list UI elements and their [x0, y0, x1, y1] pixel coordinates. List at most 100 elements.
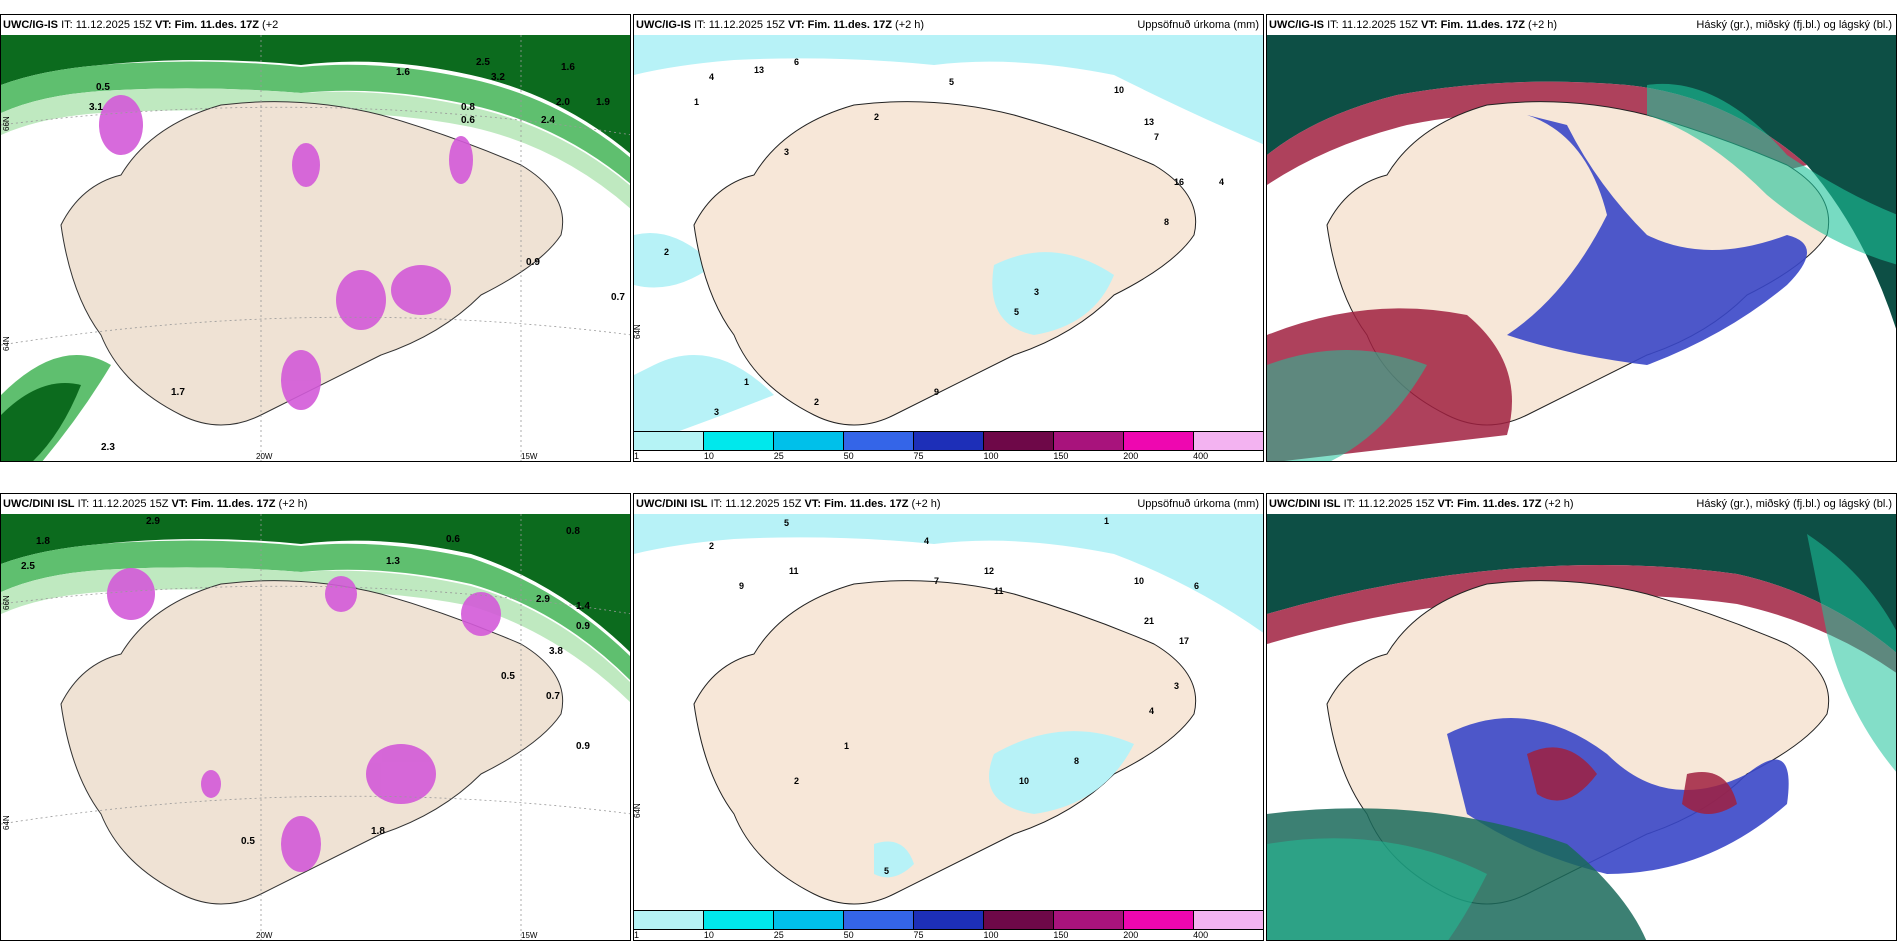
wind-panel-top: UWC/IG-IS IT: 11.12.2025 15Z VT: Fim. 11…	[0, 14, 631, 462]
value-label: 2	[794, 776, 799, 786]
legend-color-bar	[634, 910, 1263, 930]
lead-time: (+2 h)	[278, 498, 308, 510]
precip-panel-bottom: UWC/DINI ISL IT: 11.12.2025 15Z VT: Fim.…	[633, 493, 1264, 941]
legend-swatch	[1194, 911, 1263, 929]
panel-title: UWC/DINI ISL IT: 11.12.2025 15Z VT: Fim.…	[634, 494, 1263, 514]
legend-swatch	[844, 911, 914, 929]
value-label: 3.2	[491, 72, 505, 83]
value-label: 3	[784, 147, 789, 157]
legend-tick-label: 200	[1123, 451, 1139, 461]
value-label: 1.8	[371, 826, 385, 837]
value-label: 0.5	[501, 671, 515, 682]
init-time: IT: 11.12.2025 15Z	[77, 498, 169, 510]
value-label: 12	[984, 566, 994, 576]
value-label: 1.4	[576, 601, 590, 612]
latitude-label: 64N	[634, 803, 642, 818]
legend-swatch	[844, 432, 914, 450]
value-label: 3	[1174, 681, 1179, 691]
legend-tick-label: 50	[843, 930, 854, 940]
value-label: 8	[1164, 217, 1169, 227]
legend-swatch	[1124, 432, 1194, 450]
panel-title: UWC/DINI ISL IT: 11.12.2025 15Z VT: Fim.…	[1, 494, 630, 514]
legend-swatch	[1194, 432, 1263, 450]
legend-swatch	[1124, 911, 1194, 929]
lead-time: (+2 h)	[911, 498, 941, 510]
value-label: 0.7	[611, 292, 625, 303]
longitude-label: 20W	[256, 931, 273, 940]
value-label: 0.9	[526, 257, 540, 268]
value-label: 7	[1154, 132, 1159, 142]
legend-swatch	[634, 432, 704, 450]
legend-swatch	[984, 432, 1054, 450]
valid-time: VT: Fim. 11.des. 17Z	[1421, 19, 1525, 31]
value-label: 1	[844, 741, 849, 751]
value-label: 5	[1014, 307, 1019, 317]
value-label: 5	[949, 77, 954, 87]
value-label: 3.8	[549, 646, 563, 657]
value-label: 1.9	[596, 97, 610, 108]
value-label: 1.6	[396, 67, 410, 78]
precip-legend: 1 10 25 50 75 100 150 200 400	[634, 910, 1263, 940]
panel-variable-title: Uppsöfnuð úrkoma (mm)	[1137, 19, 1259, 31]
panel-title: UWC/IG-IS IT: 11.12.2025 15Z VT: Fim. 11…	[634, 15, 1263, 35]
cloud-map	[1267, 514, 1896, 940]
legend-tick-label: 150	[1053, 930, 1069, 940]
panel-variable-title: Háský (gr.), miðský (fj.bl.) og lágský (…	[1696, 19, 1892, 31]
value-label: 13	[754, 65, 764, 75]
value-label: 0.5	[241, 836, 255, 847]
cloud-map	[1267, 35, 1896, 461]
value-label: 1	[1104, 516, 1109, 526]
value-label: 0.8	[461, 102, 475, 113]
panel-variable-title: Uppsöfnuð úrkoma (mm)	[1137, 498, 1259, 510]
precip-map: 1 4 13 6 3 2 5 10 13 7 16 8 9 3 4 2 1 5 …	[634, 35, 1263, 433]
value-label: 17	[1179, 636, 1189, 646]
latitude-label: 66N	[2, 595, 11, 610]
legend-swatch	[914, 432, 984, 450]
value-label: 3	[714, 407, 719, 417]
value-label: 3.1	[89, 102, 103, 113]
value-label: 2	[874, 112, 879, 122]
value-label: 1.6	[561, 62, 575, 73]
wind-map: 1.8 2.5 2.9 0.6 0.8 1.4 2.9 0.9 0.5 0.7 …	[1, 514, 630, 940]
value-label: 4	[709, 72, 714, 82]
legend-tick-label: 75	[913, 930, 924, 940]
legend-tick-label: 1	[634, 451, 640, 461]
lead-time: (+2	[262, 19, 279, 31]
init-time: IT: 11.12.2025 15Z	[61, 19, 152, 31]
legend-swatch	[704, 432, 774, 450]
value-label: 2.9	[146, 516, 160, 527]
value-label: 2	[814, 397, 819, 407]
legend-swatch	[1054, 432, 1124, 450]
value-label: 4	[1219, 177, 1224, 187]
legend-swatch	[704, 911, 774, 929]
model-name: UWC/IG-IS	[636, 19, 691, 31]
legend-swatch	[774, 432, 844, 450]
model-name: UWC/DINI ISL	[3, 498, 75, 510]
longitude-label: 20W	[256, 452, 273, 461]
panel-variable-title: Háský (gr.), miðský (fj.bl.) og lágský (…	[1696, 498, 1892, 510]
panel-title: UWC/IG-IS IT: 11.12.2025 15Z VT: Fim. 11…	[1, 15, 630, 35]
legend-tick-label: 1	[634, 930, 640, 940]
lead-time: (+2 h)	[895, 19, 925, 31]
legend-tick-label: 150	[1053, 451, 1069, 461]
value-label: 10	[1114, 85, 1124, 95]
value-label: 2.0	[556, 97, 570, 108]
value-label: 13	[1144, 117, 1154, 127]
init-time: IT: 11.12.2025 15Z	[710, 498, 802, 510]
value-label: 5	[884, 866, 889, 876]
value-label: 2	[709, 541, 714, 551]
value-label: 0.8	[566, 526, 580, 537]
value-label: 4	[924, 536, 929, 546]
value-label: 9	[739, 581, 744, 591]
value-label: 1	[694, 97, 699, 107]
value-label: 2.5	[476, 57, 490, 68]
cloud-panel-bottom: UWC/DINI ISL IT: 11.12.2025 15Z VT: Fim.…	[1266, 493, 1897, 941]
legend-swatch	[914, 911, 984, 929]
value-label: 3	[1034, 287, 1039, 297]
legend-color-bar	[634, 431, 1263, 451]
value-label: 1.3	[386, 556, 400, 567]
value-label: 0.6	[446, 534, 460, 545]
legend-swatch	[774, 911, 844, 929]
value-label: 0.7	[546, 691, 560, 702]
legend-tick-label: 100	[983, 451, 999, 461]
